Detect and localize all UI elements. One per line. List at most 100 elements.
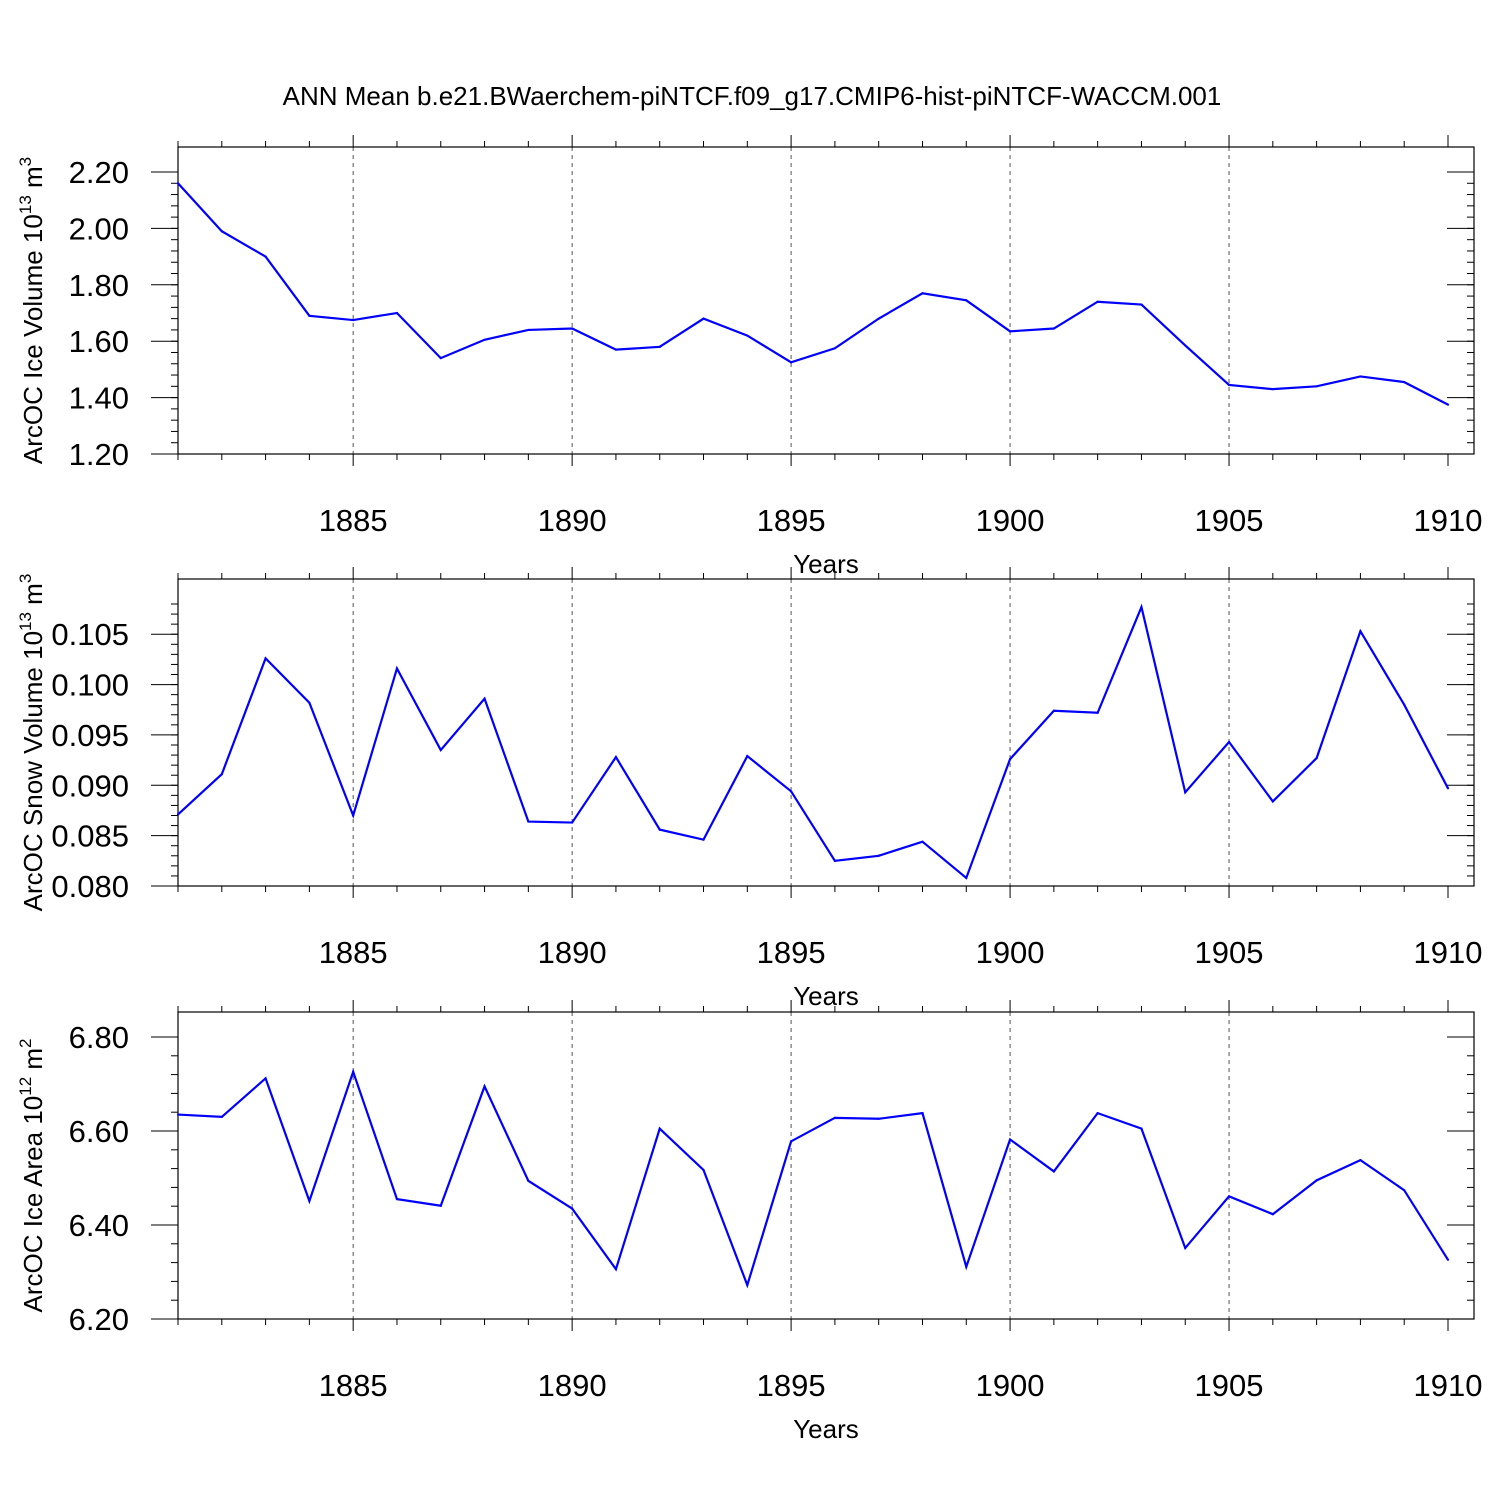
data-point (308, 1199, 311, 1203)
data-point (527, 328, 530, 332)
x-axis-label: Years (793, 981, 859, 1011)
data-point (1096, 1112, 1099, 1115)
series-line-2 (177, 603, 1449, 880)
data-point (1052, 327, 1055, 330)
data-point (264, 255, 267, 258)
data-point (1271, 388, 1274, 391)
x-tick-label: 1895 (757, 935, 826, 970)
plot-frame (177, 578, 1475, 887)
data-point (1446, 1258, 1450, 1261)
data-point (527, 1179, 530, 1182)
data-point (790, 1140, 793, 1143)
data-point (614, 348, 618, 351)
y-axis-label-text: ArcOC Ice Volume 10 (18, 214, 48, 464)
data-point (264, 657, 267, 660)
y-tick-label: 0.090 (51, 768, 129, 803)
y-axis-label-unit-exponent: 2 (16, 1038, 35, 1047)
data-point (965, 876, 968, 880)
y-axis-label-exponent: 13 (16, 195, 35, 214)
y-axis-label-unit-exponent: 3 (16, 157, 35, 166)
x-tick-label: 1905 (1195, 935, 1264, 970)
data-point (571, 1207, 574, 1210)
y-tick-label: 6.20 (69, 1302, 129, 1337)
x-tick-label: 1900 (976, 935, 1045, 970)
x-tick-label: 1890 (538, 1368, 607, 1403)
y-axis-label-exponent: 13 (16, 612, 35, 631)
panels: 1.20 1.40 1.60 1.80 2.00 2.20 1885 1890 1895 1900… (16, 135, 1482, 1444)
x-tick-label: 1890 (538, 503, 607, 538)
x-tick-label: 1895 (757, 503, 826, 538)
y-tick-label: 1.80 (69, 268, 129, 303)
y-axis-label-text: ArcOC Ice Area 10 (18, 1096, 48, 1313)
data-point (746, 1284, 749, 1287)
data-point (702, 1168, 705, 1172)
x-tick-label: 1900 (976, 503, 1045, 538)
y-axis-label-unit-exponent: 3 (16, 574, 35, 583)
data-point (483, 1085, 486, 1088)
data-point (658, 828, 661, 831)
data-point (658, 345, 661, 348)
data-point (1184, 1246, 1187, 1250)
y-tick-label: 0.095 (51, 718, 129, 753)
data-point (1271, 800, 1274, 803)
data-point (1096, 300, 1099, 303)
data-point (877, 1117, 880, 1120)
panel-1: 1.20 1.40 1.60 1.80 2.00 2.20 1885 1890 1895 1900… (16, 135, 1482, 579)
data-point (1403, 380, 1406, 384)
y-axis-label-unit: m (18, 583, 48, 612)
data-point (1052, 1170, 1055, 1173)
y-tick-label: 6.80 (69, 1020, 129, 1055)
data-point (833, 347, 836, 350)
x-tick-label: 1910 (1414, 935, 1483, 970)
y-axis-label-text: ArcOC Snow Volume 10 (18, 631, 48, 911)
data-point (1140, 1127, 1143, 1130)
y-tick-label: 6.60 (69, 1114, 129, 1149)
x-tick-label: 1885 (319, 1368, 388, 1403)
data-point (877, 317, 880, 320)
y-tick-label: 0.105 (51, 617, 129, 652)
y-axis-label: ArcOC Ice Volume 1013 m3 (16, 157, 48, 464)
data-point (833, 1116, 836, 1119)
data-point (702, 317, 705, 320)
x-tick-label: 1900 (976, 1368, 1045, 1403)
x-tick-label: 1910 (1414, 1368, 1483, 1403)
data-point (1227, 740, 1231, 744)
x-tick-label: 1885 (319, 935, 388, 970)
y-tick-label: 1.40 (69, 381, 129, 416)
data-point (439, 1204, 442, 1207)
data-point (921, 292, 924, 295)
y-axis-label: ArcOC Ice Area 1012 m2 (16, 1038, 48, 1312)
data-point (1403, 703, 1406, 706)
data-point (483, 338, 486, 341)
data-point (439, 748, 442, 752)
data-point (921, 840, 924, 843)
y-tick-label: 6.40 (69, 1208, 129, 1243)
y-tick-label: 2.00 (69, 211, 129, 246)
plot-frame (177, 1011, 1475, 1320)
data-point (308, 701, 311, 704)
x-tick-label: 1890 (538, 935, 607, 970)
y-tick-label: 0.100 (51, 668, 129, 703)
data-point (176, 1113, 180, 1116)
data-point (833, 859, 836, 862)
y-axis-label: ArcOC Snow Volume 1013 m3 (16, 574, 48, 912)
data-point (220, 773, 223, 776)
data-point (1008, 1138, 1012, 1141)
data-point (1008, 758, 1012, 761)
data-point (352, 1070, 355, 1073)
data-point (658, 1127, 661, 1130)
data-point (1446, 787, 1450, 790)
data-point (877, 854, 880, 857)
y-axis-label-exponent: 12 (16, 1077, 35, 1096)
data-point (746, 334, 749, 337)
x-axis-label: Years (793, 1414, 859, 1444)
y-tick-label: 1.20 (69, 437, 129, 472)
x-axis-label: Years (793, 549, 859, 579)
chart-title: ANN Mean b.e21.BWaerchem-piNTCF.f09_g17.… (283, 81, 1222, 111)
data-point (965, 1265, 968, 1268)
data-point (921, 1112, 924, 1115)
data-point (1359, 375, 1362, 378)
data-point (1184, 791, 1187, 794)
